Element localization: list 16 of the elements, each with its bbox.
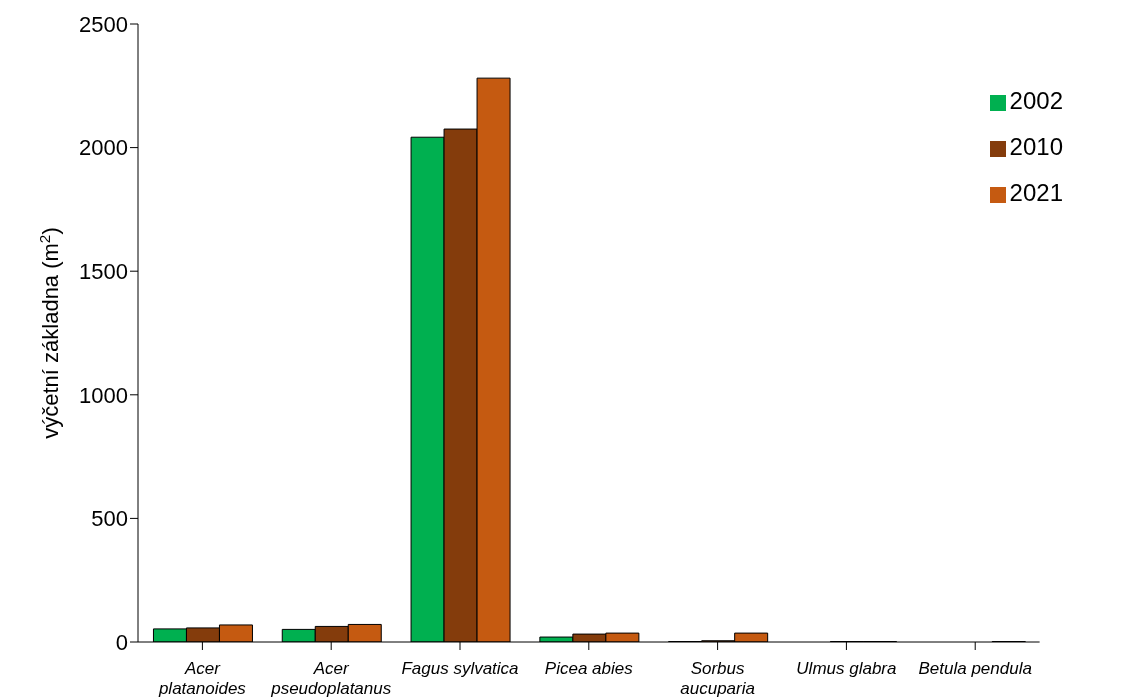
x-tick-label: Sorbus aucuparia xyxy=(680,659,755,697)
legend-label: 2010 xyxy=(1009,133,1063,160)
y-tick-label: 0 xyxy=(115,629,128,655)
x-tick-label: Acer platanoides xyxy=(157,659,247,697)
x-tick-label: Picea abies xyxy=(544,659,634,678)
x-tick-label: Ulmus glabra xyxy=(796,659,897,678)
x-tick-label: Betula pendula xyxy=(918,659,1032,678)
legend-label: 2021 xyxy=(1009,179,1063,206)
y-tick-label: 1500 xyxy=(79,259,128,285)
x-tick-label: Fagus sylvatica xyxy=(401,659,519,678)
y-tick-label: 500 xyxy=(91,506,128,532)
y-tick-label: 2000 xyxy=(79,135,128,161)
y-tick-label: 1000 xyxy=(79,382,128,408)
y-tick-label: 2500 xyxy=(79,11,128,37)
legend-label: 2002 xyxy=(1009,87,1063,114)
x-tick-label: Acer pseudoplatanus xyxy=(270,659,392,697)
